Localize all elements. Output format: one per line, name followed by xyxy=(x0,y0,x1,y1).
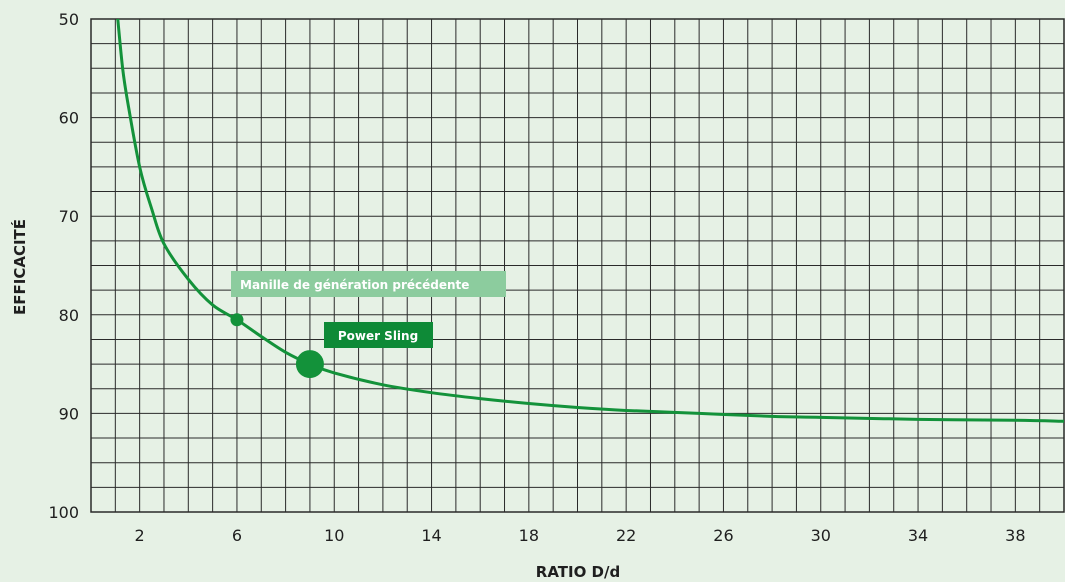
y-tick-label: 50 xyxy=(59,10,79,29)
y-tick-label: 80 xyxy=(59,306,79,325)
x-tick-label: 30 xyxy=(811,526,831,545)
x-tick-label: 14 xyxy=(421,526,441,545)
annotation-box-power-sling xyxy=(324,322,433,348)
y-tick-label: 60 xyxy=(59,109,79,128)
x-tick-label: 22 xyxy=(616,526,636,545)
y-tick-label: 90 xyxy=(59,404,79,423)
x-axis-title: RATIO D/d xyxy=(536,563,620,581)
y-tick-label: 70 xyxy=(59,207,79,226)
x-tick-label: 18 xyxy=(519,526,539,545)
x-tick-label: 34 xyxy=(908,526,928,545)
point-marker-previous xyxy=(230,313,244,327)
annotations: Manille de génération précédente Power Sl… xyxy=(230,271,506,379)
x-tick-label: 38 xyxy=(1005,526,1025,545)
x-tick-label: 26 xyxy=(713,526,733,545)
x-tick-label: 6 xyxy=(232,526,242,545)
x-tick-label: 2 xyxy=(135,526,145,545)
point-marker-power-sling xyxy=(295,350,324,379)
y-axis-title: EFFICACITÉ xyxy=(10,219,29,315)
annotation-box-previous xyxy=(231,271,506,297)
chart-grid xyxy=(90,18,1065,513)
annotation-label-power-sling: Power Sling xyxy=(338,329,418,343)
y-tick-label: 100 xyxy=(48,503,79,522)
x-tick-label: 10 xyxy=(324,526,344,545)
series-line xyxy=(116,18,1065,423)
annotation-label-previous: Manille de génération précédente xyxy=(240,278,469,292)
